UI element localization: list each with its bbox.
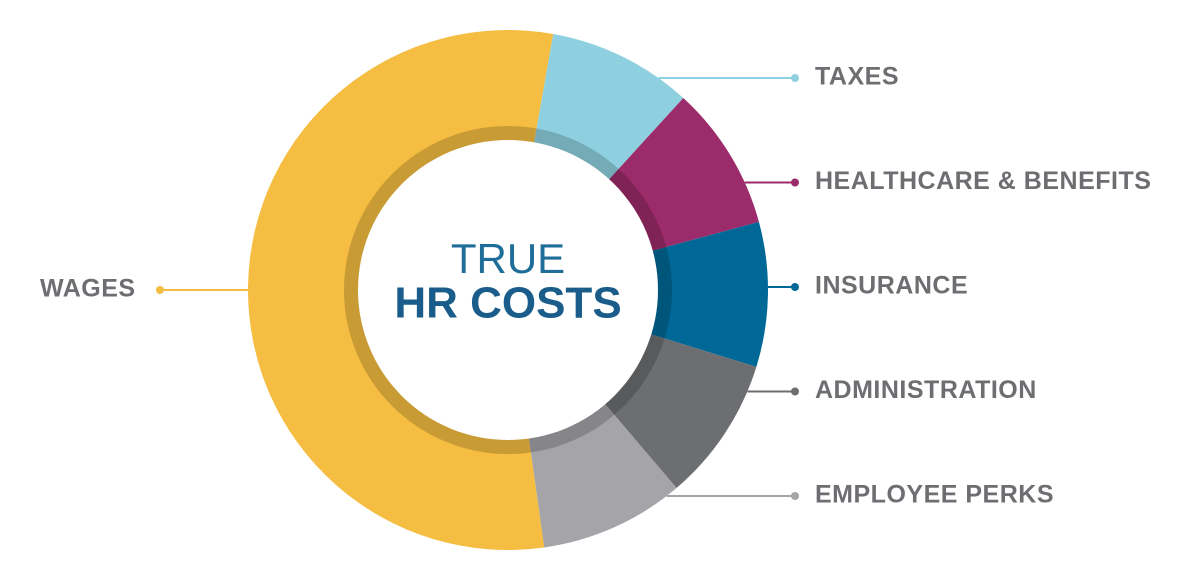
slice-label: HEALTHCARE & BENEFITS (815, 167, 1151, 195)
leader-dot (156, 286, 164, 294)
donut-hole (358, 140, 658, 440)
slice-label: ADMINISTRATION (815, 376, 1037, 404)
slice-label: INSURANCE (815, 272, 968, 300)
leader-dot (791, 387, 799, 396)
center-title-line2: HR COSTS (394, 279, 621, 328)
center-title-line1: TRUE (451, 235, 565, 282)
slice-label: EMPLOYEE PERKS (815, 481, 1054, 509)
leader-dot (791, 74, 799, 82)
leader-dot (791, 178, 799, 187)
slice-label: TAXES (815, 63, 899, 91)
leader-dot (791, 283, 799, 291)
slice-label: WAGES (40, 275, 136, 303)
leader-dot (791, 492, 799, 500)
